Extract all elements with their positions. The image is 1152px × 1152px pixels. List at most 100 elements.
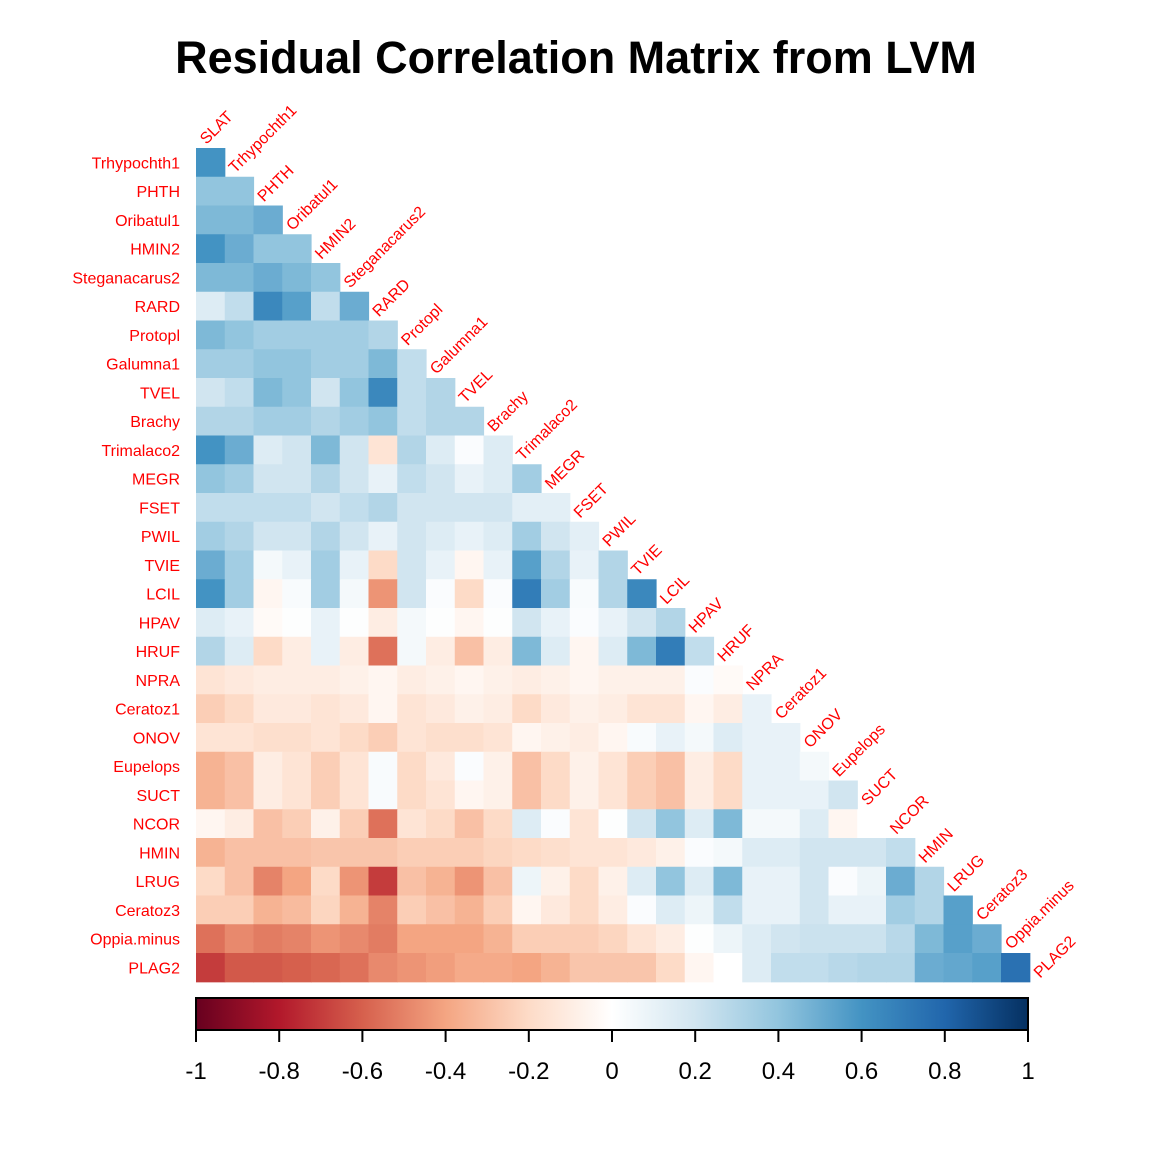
heatmap-cell (311, 694, 341, 724)
heatmap-cell (426, 521, 456, 552)
heatmap-cell (598, 866, 628, 897)
heatmap-cell (368, 435, 398, 465)
heatmap-cell (426, 435, 456, 465)
heatmap-cell (627, 608, 657, 638)
heatmap-cell (368, 378, 398, 408)
heatmap-cell (713, 780, 743, 810)
heatmap-cell (598, 924, 628, 954)
heatmap-cell (512, 493, 542, 523)
heatmap-cell (397, 780, 427, 810)
heatmap-cell (311, 521, 341, 552)
heatmap-cell (339, 464, 370, 494)
heatmap-cell (828, 780, 858, 810)
heatmap-cell (368, 521, 398, 552)
heatmap-cell (368, 809, 398, 839)
heatmap-cell (541, 895, 571, 925)
heatmap-cell (598, 579, 628, 609)
heatmap-cell (339, 636, 370, 667)
heatmap-cell (684, 665, 715, 695)
heatmap-cell (483, 751, 513, 782)
heatmap-cell (311, 608, 341, 638)
heatmap-cell (627, 953, 657, 983)
heatmap-cell (512, 521, 542, 552)
heatmap-cell (598, 751, 628, 782)
heatmap-cell (799, 866, 830, 897)
heatmap-cell (311, 924, 341, 954)
heatmap-cell (771, 866, 801, 897)
heatmap-cell (426, 838, 456, 868)
heatmap-cell (368, 751, 398, 782)
heatmap-cell (196, 521, 226, 552)
heatmap-cell (656, 636, 686, 667)
heatmap-cell (512, 866, 542, 897)
heatmap-cell (483, 924, 513, 954)
heatmap-cell (799, 780, 830, 810)
heatmap-cell (397, 636, 427, 667)
heatmap-cell (799, 895, 830, 925)
heatmap-cell (196, 780, 226, 810)
heatmap-cell (684, 751, 715, 782)
heatmap-cell (483, 435, 513, 465)
heatmap-cell (426, 579, 456, 609)
heatmap-cell (339, 924, 370, 954)
heatmap-cell (656, 665, 686, 695)
heatmap-cell (569, 924, 600, 954)
heatmap-cell (541, 521, 571, 552)
heatmap-cell (828, 953, 858, 983)
heatmap-cell (569, 665, 600, 695)
heatmap-cell (224, 320, 255, 350)
heatmap-cell (311, 493, 341, 523)
heatmap-cell (368, 493, 398, 523)
heatmap-cell (339, 866, 370, 897)
heatmap-cell (339, 550, 370, 580)
heatmap-cell (713, 953, 743, 983)
heatmap-cell (454, 895, 485, 925)
heatmap-cell (397, 866, 427, 897)
row-label: NPRA (136, 673, 181, 690)
heatmap-cell (196, 234, 226, 264)
heatmap-cell (972, 953, 1002, 983)
heatmap-cell (454, 521, 485, 552)
heatmap-cell (339, 838, 370, 868)
heatmap-cell (368, 780, 398, 810)
heatmap-cell (339, 751, 370, 782)
heatmap-cell (713, 809, 743, 839)
row-label: TVIE (144, 558, 180, 575)
heatmap-cell (368, 953, 398, 983)
row-label: PWIL (141, 529, 180, 546)
heatmap-cell (857, 895, 887, 925)
heatmap-cell (914, 866, 945, 897)
heatmap-cell (253, 435, 283, 465)
heatmap-cell (368, 694, 398, 724)
heatmap-cell (799, 809, 830, 839)
heatmap-cell (196, 608, 226, 638)
heatmap-cell (454, 636, 485, 667)
heatmap-cell (253, 234, 283, 264)
heatmap-cell (454, 694, 485, 724)
heatmap-cell (569, 723, 600, 753)
row-label: LRUG (136, 874, 180, 891)
heatmap-cell (397, 809, 427, 839)
row-label: Brachy (130, 414, 180, 431)
heatmap-cell (397, 493, 427, 523)
heatmap-cell (569, 895, 600, 925)
heatmap-cell (512, 579, 542, 609)
heatmap-cell (253, 838, 283, 868)
heatmap-cell (454, 723, 485, 753)
heatmap-cell (742, 895, 772, 925)
heatmap-cell (397, 349, 427, 379)
heatmap-cell (483, 809, 513, 839)
heatmap-cell (656, 751, 686, 782)
heatmap-cell (799, 838, 830, 868)
heatmap-cell (627, 636, 657, 667)
heatmap-cell (253, 263, 283, 293)
heatmap-cell (339, 723, 370, 753)
heatmap-cell (598, 895, 628, 925)
row-label: ONOV (133, 730, 180, 747)
heatmap-cell (196, 205, 226, 235)
heatmap-cell (282, 809, 312, 839)
heatmap-cell (483, 550, 513, 580)
heatmap-cell (397, 751, 427, 782)
heatmap-cell (627, 895, 657, 925)
colorbar-tick-label: -0.2 (508, 1058, 549, 1085)
